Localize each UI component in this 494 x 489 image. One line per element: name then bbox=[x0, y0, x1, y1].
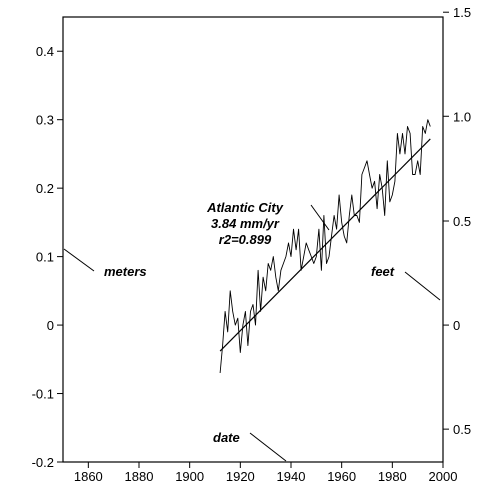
x-tick-label: 1980 bbox=[378, 469, 407, 484]
feet-leader-line bbox=[404, 271, 441, 301]
annotation-r2: r2=0.899 bbox=[219, 232, 272, 247]
y-right-tick-label: 1.5 bbox=[453, 5, 471, 20]
y-right-tick-label: 0 bbox=[453, 318, 460, 333]
date-leader-line bbox=[249, 432, 287, 462]
y-left-tick-label: 0.2 bbox=[36, 181, 54, 196]
y-right-tick-label: 1.0 bbox=[453, 109, 471, 124]
y-left-tick-label: -0.1 bbox=[32, 387, 54, 402]
y-left-tick-label: 0 bbox=[47, 318, 54, 333]
y-right-tick-label: 0.5 bbox=[453, 214, 471, 229]
y-right-tick-label: 0.5 bbox=[453, 422, 471, 437]
y-left-axis-ticks: -0.2 -0.1 0 0.1 0.2 0.3 0.4 bbox=[32, 44, 63, 470]
x-tick-label: 1940 bbox=[277, 469, 306, 484]
x-tick-label: 1880 bbox=[125, 469, 154, 484]
plot-frame bbox=[62, 16, 444, 463]
x-axis-ticks: 1860 1880 1900 1920 1940 1960 1980 2000 bbox=[74, 462, 458, 484]
annotation-rate: 3.84 mm/yr bbox=[211, 216, 280, 231]
x-tick-label: 1860 bbox=[74, 469, 103, 484]
sea-level-series-line bbox=[219, 119, 431, 374]
data-series bbox=[219, 119, 431, 374]
y-left-axis-label: meters bbox=[104, 264, 147, 279]
y-right-axis-ticks: 1.5 1.0 0.5 0 0.5 bbox=[443, 5, 471, 437]
annotation-leader-line bbox=[310, 204, 330, 231]
y-left-tick-label: 0.4 bbox=[36, 44, 54, 59]
meters-leader-line bbox=[63, 248, 95, 272]
annotation-site: Atlantic City bbox=[206, 200, 284, 215]
y-right-axis-label: feet bbox=[371, 264, 395, 279]
y-left-tick-label: 0.1 bbox=[36, 250, 54, 265]
y-left-tick-label: -0.2 bbox=[32, 455, 54, 470]
y-left-tick-label: 0.3 bbox=[36, 113, 54, 128]
x-axis-label: date bbox=[213, 430, 240, 445]
x-tick-label: 1960 bbox=[327, 469, 356, 484]
x-tick-label: 2000 bbox=[429, 469, 458, 484]
x-tick-label: 1900 bbox=[175, 469, 204, 484]
trend-line bbox=[219, 138, 431, 352]
x-tick-label: 1920 bbox=[226, 469, 255, 484]
